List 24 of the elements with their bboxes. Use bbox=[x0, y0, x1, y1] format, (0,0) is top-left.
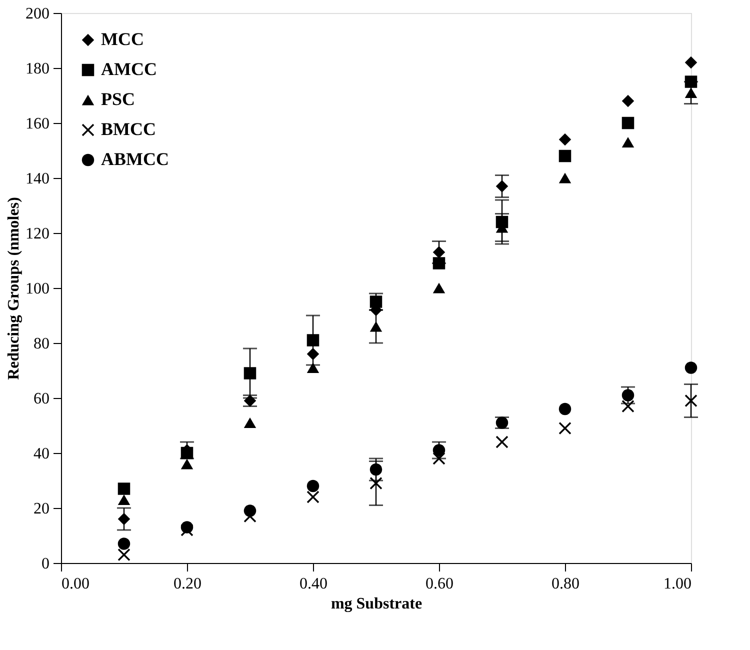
y-tick-label: 40 bbox=[34, 446, 50, 462]
x-tick-label: 1.00 bbox=[664, 576, 692, 592]
y-tick-label: 100 bbox=[26, 280, 50, 298]
x-axis-title: mg Substrate bbox=[330, 596, 422, 612]
x-tick-label: 0.60 bbox=[426, 576, 454, 592]
y-tick-label: 140 bbox=[26, 170, 50, 188]
y-tick-label: 160 bbox=[26, 116, 50, 132]
x-tick-label: 0.80 bbox=[552, 576, 580, 592]
x-tick-label: 0.00 bbox=[62, 576, 90, 592]
legend-label: BMCC bbox=[101, 119, 156, 139]
legend-label: ABMCC bbox=[101, 149, 169, 169]
y-tick-label: 60 bbox=[34, 390, 50, 408]
x-tick-label: 0.40 bbox=[300, 576, 328, 592]
y-tick-label: 80 bbox=[34, 336, 50, 352]
y-tick-label: 200 bbox=[26, 6, 50, 22]
legend-label: MCC bbox=[101, 29, 144, 49]
legend-label: PSC bbox=[101, 89, 136, 109]
y-axis-title: Reducing Groups (nmoles) bbox=[6, 197, 22, 380]
y-tick-label: 120 bbox=[26, 226, 50, 242]
y-tick-label: 0 bbox=[42, 556, 50, 572]
x-tick-label: 0.20 bbox=[174, 576, 202, 592]
legend-label: AMCC bbox=[101, 59, 157, 79]
y-tick-label: 180 bbox=[26, 60, 50, 78]
y-tick-label: 20 bbox=[34, 500, 50, 518]
